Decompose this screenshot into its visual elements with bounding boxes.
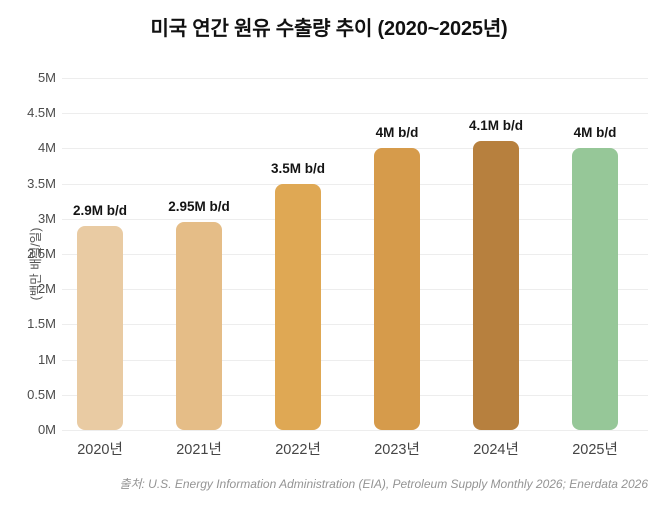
y-tick-label: 0M [37,422,56,437]
chart-title: 미국 연간 원유 수출량 추이 (2020~2025년) [150,18,508,40]
gridline [62,359,648,361]
y-axis-label: (백만 배럴/일) [29,227,43,301]
gridline [62,324,648,326]
bar [374,148,420,430]
x-axis-label: 2025년 [572,442,618,458]
bar-value-label: 2.9M b/d [72,202,127,218]
bar [473,141,519,430]
x-axis-label: 2024년 [473,442,519,458]
gridline [62,289,648,291]
gridline [62,113,648,115]
source-note: 출처: U.S. Energy Information Administrati… [119,477,648,491]
bar-value-label: 4.1M b/d [468,118,523,134]
bar [572,148,618,430]
gridline [62,430,648,431]
bar-value-label: 4M b/d [573,125,617,141]
bar [275,183,321,430]
gridline [62,254,648,255]
y-tick-label: 3M [37,210,56,226]
y-tick-label: 1M [37,351,56,367]
x-axis-label: 2021년 [176,442,222,458]
x-axis-label: 2022년 [275,442,321,458]
y-tick-label: 1.5M [27,316,56,332]
gridline [62,218,648,220]
bar-value-label: 2.95M b/d [168,199,230,215]
y-tick-label: 0.5M [27,386,56,402]
y-tick-label: 2M [37,281,56,297]
y-tick-label: 3.5M [27,175,56,191]
y-tick-label: 2.5M [27,246,56,261]
x-axis-label: 2023년 [374,442,420,458]
bar-value-label: 3.5M b/d [270,160,325,176]
bar-value-label: 4M b/d [375,125,419,141]
gridline [62,183,648,185]
x-axis-label: 2020년 [77,442,123,458]
y-tick-label: 4M [37,140,56,156]
gridline [62,78,648,79]
y-tick-label: 5M [37,70,56,85]
bar [77,225,123,430]
y-tick-label: 4.5M [27,105,56,121]
gridline [62,148,648,150]
bar [176,222,222,430]
gridline [62,394,648,396]
